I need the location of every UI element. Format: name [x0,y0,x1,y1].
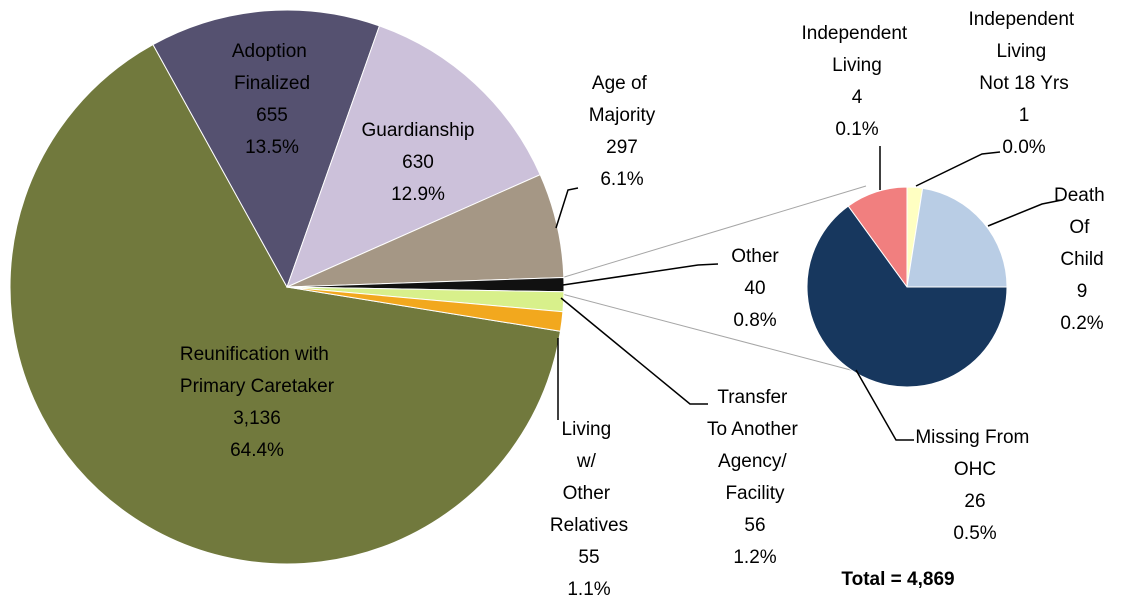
category-label: Age of Majority [589,73,656,126]
percent-label: 13.5% [245,137,299,158]
pie-slice [9,43,562,565]
percent-label: 1.1% [567,579,610,600]
percent-label: 0.2% [1060,313,1103,334]
leader-line [560,297,708,405]
percent-label: 0.8% [733,310,776,331]
pie-slice [152,9,381,289]
percent-label: 0.5% [953,523,996,544]
category-label: Guardianship [361,120,474,141]
category-label: Adoption Finalized [232,41,312,94]
pie-slice [286,25,541,288]
value-label: 56 [744,515,765,536]
percent-label: 64.4% [230,440,284,461]
leader-line [562,263,719,286]
category-label: Transfer To Another Agency/ Facility [707,387,803,504]
category-label: Missing From OHC [915,427,1034,480]
value-label: 40 [744,278,765,299]
value-label: 26 [964,491,985,512]
category-label: Independent Living Not 18 Yrs [969,9,1080,94]
value-label: 655 [256,105,288,126]
value-label: 9 [1077,281,1088,302]
value-label: 1 [1019,105,1030,126]
total-label: Total = 4,869 [841,569,954,590]
percent-label: 1.2% [733,547,776,568]
category-label: Other [731,246,779,267]
pie-slice [286,286,564,332]
pie-slice [906,187,1008,288]
connector-line [560,185,867,279]
leader-line [855,369,914,441]
percent-label: 0.0% [1002,137,1045,158]
leader-line [555,187,579,229]
leader-line [987,199,1063,227]
percent-label: 6.1% [600,169,643,190]
value-label: 55 [578,547,599,568]
category-label: Living w/ Other Relatives [550,419,628,536]
slices [9,9,1008,565]
percent-label: 12.9% [391,184,445,205]
connector-line [561,293,863,374]
labels: Reunification with Primary Caretaker 3,13… [180,9,1110,600]
value-label: 3,136 [233,408,281,429]
percent-label: 0.1% [835,119,878,140]
value-label: 4 [852,87,863,108]
category-label: Death Of Child [1054,185,1110,270]
value-label: 297 [606,137,638,158]
value-label: 630 [402,152,434,173]
category-label: Reunification with Primary Caretaker [180,344,335,397]
leader-line [915,151,1001,187]
category-label: Independent Living [802,23,913,76]
pie-slice [806,205,1008,388]
